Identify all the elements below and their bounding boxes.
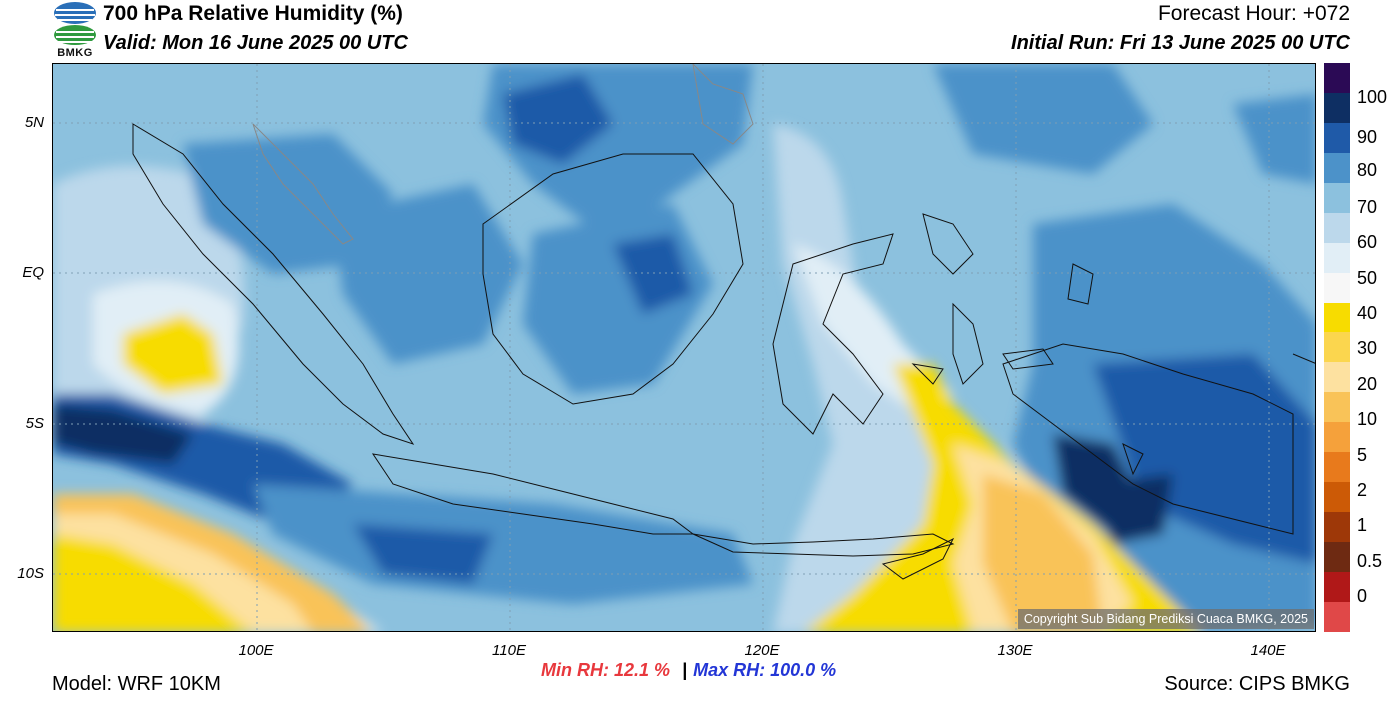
chart-title: 700 hPa Relative Humidity (%) xyxy=(103,2,403,25)
lon-label-130e: 130E xyxy=(997,642,1033,659)
colorbar-segment xyxy=(1324,452,1350,483)
bmkg-logo xyxy=(52,1,98,61)
colorbar-label-50: 50 xyxy=(1357,268,1378,288)
colorbar-segment xyxy=(1324,272,1350,303)
colorbar-label-40: 40 xyxy=(1357,303,1378,323)
colorbar-segment xyxy=(1324,242,1350,273)
colorbar-label-100: 100 xyxy=(1357,87,1388,107)
colorbar-segment xyxy=(1324,212,1350,243)
colorbar-segment xyxy=(1324,392,1350,423)
lon-label-120e: 120E xyxy=(744,642,780,659)
min-rh: Min RH: 12.1 % xyxy=(541,660,671,680)
forecast-hour: Forecast Hour: +072 xyxy=(1157,2,1350,25)
bmkg-logo-icon xyxy=(54,2,96,45)
colorbar-label-80: 80 xyxy=(1357,160,1378,180)
copyright-label: Copyright Sub Bidang Prediksi Cuaca BMKG… xyxy=(1017,609,1314,629)
colorbar-segment xyxy=(1324,122,1350,153)
colorbar-label-20: 20 xyxy=(1357,374,1378,394)
colorbar-label-5: 5 xyxy=(1357,445,1368,465)
colorbar-label-70: 70 xyxy=(1357,197,1378,217)
lat-label-10s: 10S xyxy=(17,565,44,582)
colorbar-segment xyxy=(1324,482,1350,513)
coastlines xyxy=(132,64,1315,580)
colorbar-segment xyxy=(1324,601,1350,632)
colorbar-segment xyxy=(1324,63,1350,93)
rh-stats: Min RH: 12.1 % | Max RH: 100.0 % xyxy=(541,660,836,681)
lon-label-140e: 140E xyxy=(1250,642,1286,659)
colorbar xyxy=(1324,63,1350,632)
colorbar-segment xyxy=(1324,182,1350,213)
colorbar-label-0-5: 0.5 xyxy=(1357,551,1383,571)
humidity-map xyxy=(52,63,1316,632)
model-label: Model: WRF 10KM xyxy=(52,673,221,695)
stats-separator: | xyxy=(682,660,688,680)
lat-label-5n: 5N xyxy=(24,114,44,131)
colorbar-label-1: 1 xyxy=(1357,515,1368,535)
colorbar-segment xyxy=(1324,152,1350,183)
bmkg-logo-text: BMKG xyxy=(57,47,93,59)
colorbar-label-90: 90 xyxy=(1357,127,1378,147)
humidity-field xyxy=(53,64,1315,631)
source-label: Source: CIPS BMKG xyxy=(1164,673,1350,695)
valid-time: Valid: Mon 16 June 2025 00 UTC xyxy=(103,32,408,54)
initial-run: Initial Run: Fri 13 June 2025 00 UTC xyxy=(1011,32,1350,54)
colorbar-segment xyxy=(1324,362,1350,393)
lon-label-100e: 100E xyxy=(238,642,274,659)
colorbar-label-30: 30 xyxy=(1357,338,1378,358)
max-rh: Max RH: 100.0 % xyxy=(693,660,837,680)
colorbar-segment xyxy=(1324,92,1350,123)
colorbar-label-10: 10 xyxy=(1357,409,1378,429)
colorbar-segment xyxy=(1324,302,1350,333)
lat-label-eq: EQ xyxy=(22,264,44,281)
colorbar-label-0: 0 xyxy=(1357,586,1368,606)
colorbar-segment xyxy=(1324,542,1350,572)
colorbar-segment xyxy=(1324,332,1350,363)
colorbar-label-2: 2 xyxy=(1357,480,1368,500)
colorbar-segment xyxy=(1324,512,1350,542)
colorbar-label-60: 60 xyxy=(1357,232,1378,252)
colorbar-segment xyxy=(1324,422,1350,453)
lat-label-5s: 5S xyxy=(25,415,44,432)
colorbar-segment xyxy=(1324,571,1350,602)
lon-label-110e: 110E xyxy=(492,642,526,659)
